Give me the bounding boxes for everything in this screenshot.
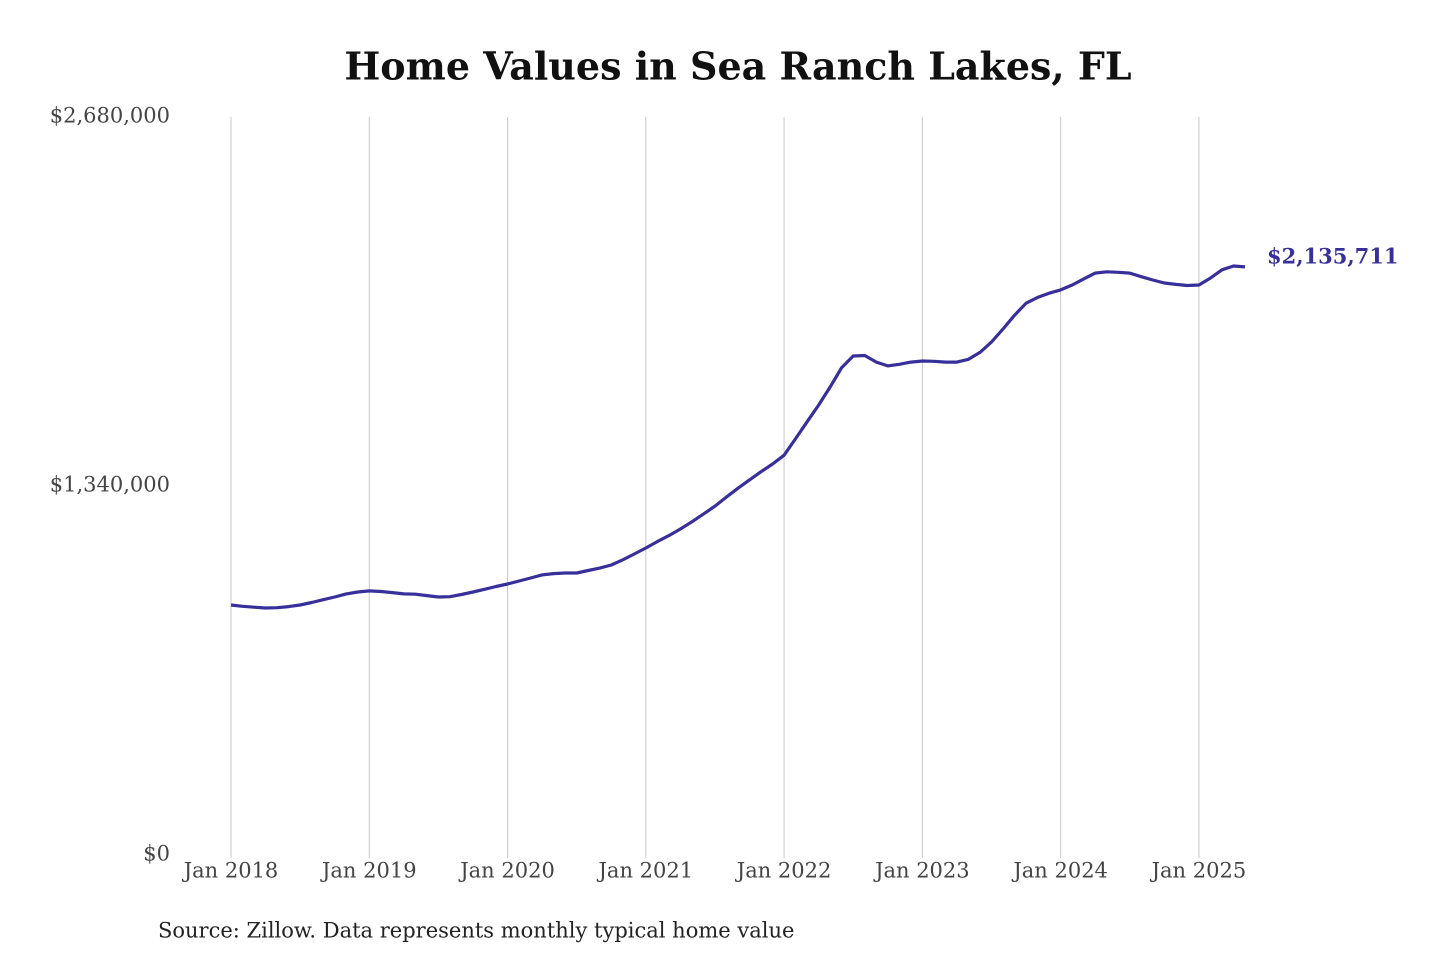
x-tick-label: Jan 2022 (735, 859, 832, 883)
chart-title: Home Values in Sea Ranch Lakes, FL (344, 44, 1131, 89)
y-tick-label: $1,340,000 (50, 473, 170, 497)
x-tick-label: Jan 2019 (320, 859, 417, 883)
x-tick-label: Jan 2018 (182, 859, 279, 883)
end-value-label: $2,135,711 (1267, 243, 1399, 268)
data-line (230, 264, 1246, 610)
x-tick-label: Jan 2025 (1150, 859, 1247, 883)
x-tick-label: Jan 2023 (873, 859, 970, 883)
source-note: Source: Zillow. Data represents monthly … (158, 919, 794, 943)
x-tick-label: Jan 2021 (597, 859, 694, 883)
y-tick-label: $0 (143, 842, 170, 866)
y-tick-label: $2,680,000 (50, 104, 170, 128)
x-tick-label: Jan 2020 (458, 859, 555, 883)
x-tick-label: Jan 2024 (1011, 859, 1108, 883)
